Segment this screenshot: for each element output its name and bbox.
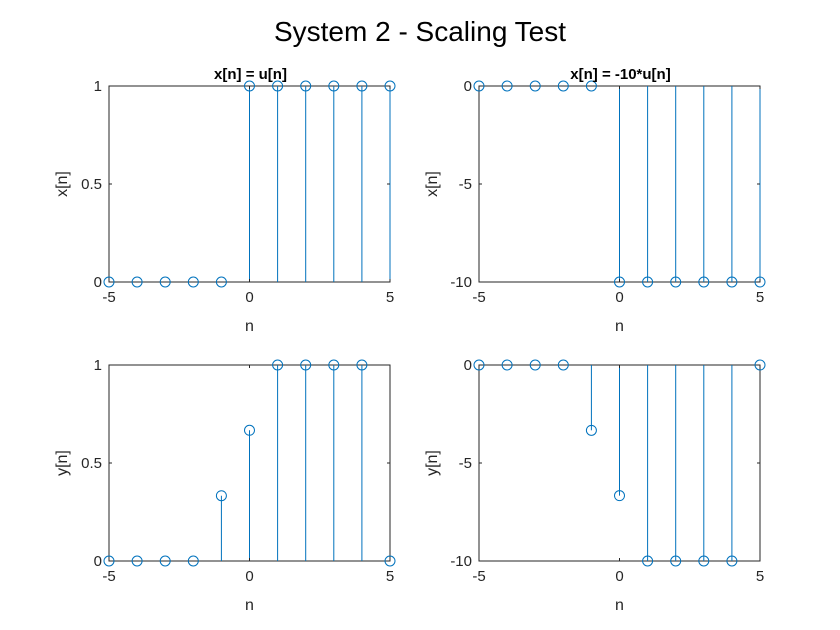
stem-marker [642,276,654,288]
x-tick-label: 0 [615,289,623,306]
stem-marker [473,359,485,371]
x-axis-label: n [615,318,624,335]
x-tick-label: 5 [386,568,394,585]
stem-marker [272,359,284,371]
y-tick-label: 0 [94,553,102,570]
stem-marker [103,276,115,288]
stem-marker [300,359,312,371]
stem-marker [187,555,199,567]
x-tick-label: 5 [756,289,764,306]
x-tick-label: 5 [386,289,394,306]
x-axis-label: n [245,318,254,335]
y-axis-label: x[n] [424,171,441,197]
stem-marker [726,276,738,288]
x-tick-label: -5 [102,289,115,306]
stem-marker [131,276,143,288]
stem-marker [670,276,682,288]
y-tick-label: -5 [459,455,472,472]
x-tick-label: 0 [245,568,253,585]
stem-marker [272,80,284,92]
y-tick-label: 1 [94,78,102,95]
stem-marker [585,80,597,92]
stem-marker [328,80,340,92]
stem-marker [754,276,766,288]
y-axis-label: y[n] [54,450,71,476]
stem-marker [103,555,115,567]
x-tick-label: 5 [756,568,764,585]
subplot-title: x[n] = -10*u[n] [570,66,670,83]
x-tick-label: 0 [245,289,253,306]
stem-marker [356,359,368,371]
stem-marker [244,424,255,436]
stem-marker [501,80,513,92]
stem-marker [585,424,597,436]
stem-marker [159,555,171,567]
stem-marker [159,276,171,288]
stem-marker [187,276,199,288]
stem-marker [384,80,396,92]
stem-marker [131,555,143,567]
stem-marker [614,490,625,502]
x-tick-label: -5 [472,568,485,585]
x-tick-label: -5 [472,289,485,306]
x-tick-label: 0 [615,568,623,585]
y-tick-label: -5 [459,176,472,193]
stem-marker [614,276,625,288]
stem-marker [754,359,766,371]
stem-marker [642,555,654,567]
stem-marker [698,276,710,288]
stem-marker [215,490,227,502]
x-axis-label: n [245,597,254,614]
y-axis-label: x[n] [54,171,71,197]
y-tick-label: 1 [94,357,102,374]
y-tick-label: 0.5 [81,455,102,472]
figure-title: System 2 - Scaling Test [274,16,566,47]
subplot-title: x[n] = u[n] [214,66,287,83]
y-tick-label: -10 [450,274,472,291]
y-tick-label: 0.5 [81,176,102,193]
stem-marker [557,359,569,371]
stem-marker [473,80,485,92]
stem-marker [328,359,340,371]
y-tick-label: 0 [94,274,102,291]
stem-marker [557,80,569,92]
x-tick-label: -5 [102,568,115,585]
y-tick-label: -10 [450,553,472,570]
stem-marker [501,359,513,371]
stem-marker [384,555,396,567]
stem-marker [300,80,312,92]
stem-marker [726,555,738,567]
stem-marker [356,80,368,92]
x-axis-label: n [615,597,624,614]
stem-marker [529,80,541,92]
y-tick-label: 0 [464,357,472,374]
stem-marker [244,80,255,92]
stem-marker [529,359,541,371]
stem-marker [670,555,682,567]
y-axis-label: y[n] [424,450,441,476]
y-tick-label: 0 [464,78,472,95]
stem-marker [215,276,227,288]
stem-marker [698,555,710,567]
